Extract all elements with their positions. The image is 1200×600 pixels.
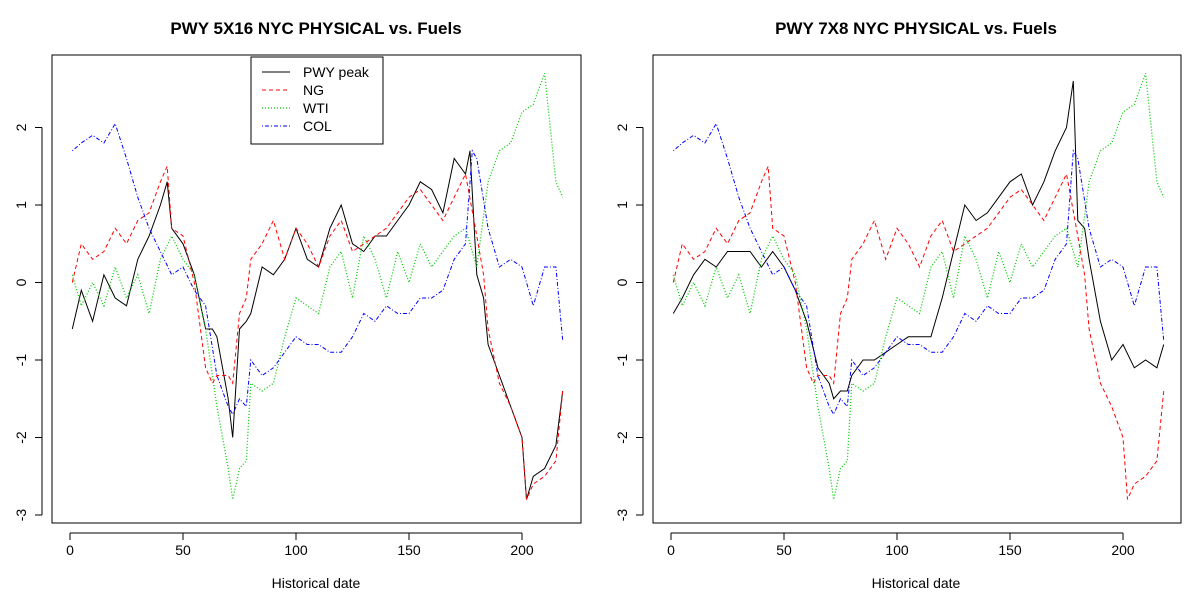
- plot-marks: 0 50 100 150 200 -3 -2 -1 0 1 2: [614, 73, 1165, 558]
- y-tick-label: -2: [13, 431, 29, 444]
- legend-label-ng: NG: [303, 82, 324, 98]
- y-tick-label: -3: [614, 509, 630, 522]
- x-axis-label: Historical date: [872, 575, 961, 591]
- series-line-ng: [71, 166, 564, 500]
- y-tick-label: 2: [13, 123, 29, 131]
- series-line-wti: [672, 73, 1165, 500]
- y-tick-label: 0: [13, 278, 29, 286]
- x-tick-label: 0: [66, 542, 74, 558]
- y-tick-label: 0: [614, 278, 630, 286]
- x-tick-label: 0: [667, 542, 675, 558]
- x-tick-label: 200: [510, 542, 534, 558]
- y-tick-label: 2: [614, 123, 630, 131]
- legend-label-wti: WTI: [303, 100, 329, 116]
- x-tick-label: 50: [175, 542, 191, 558]
- x-tick-label: 150: [397, 542, 421, 558]
- legend-label-pwy-peak: PWY peak: [303, 64, 370, 80]
- y-tick-label: 1: [614, 201, 630, 209]
- x-tick-label: 50: [776, 542, 792, 558]
- legend-label-col: COL: [303, 118, 332, 134]
- plot-frame: [652, 54, 1182, 524]
- series-line-ng: [672, 166, 1165, 500]
- x-axis-label: Historical date: [272, 575, 361, 591]
- x-tick-label: 150: [998, 542, 1022, 558]
- plot-marks: 0 50 100 150 200 -3 -2 -1 0 1 2: [13, 73, 564, 558]
- y-tick-label: -2: [614, 431, 630, 444]
- chart-panel-7x8: PWY 7X8 NYC PHYSICAL vs. Fuels Historica…: [614, 19, 1182, 591]
- legend: PWY peak NG WTI COL: [250, 56, 384, 145]
- y-tick-label: -3: [13, 509, 29, 522]
- series-line-col: [71, 122, 564, 416]
- x-tick-label: 100: [885, 542, 909, 558]
- x-tick-label: 100: [284, 542, 308, 558]
- y-tick-label: -1: [614, 354, 630, 367]
- series-line-col: [672, 122, 1165, 416]
- plot-frame: [51, 54, 582, 524]
- x-tick-label: 200: [1111, 542, 1135, 558]
- y-tick-label: -1: [13, 354, 29, 367]
- y-tick-label: 1: [13, 201, 29, 209]
- chart-title: PWY 5X16 NYC PHYSICAL vs. Fuels: [170, 19, 461, 38]
- series-line-pwy-peak: [71, 150, 564, 500]
- chart-title: PWY 7X8 NYC PHYSICAL vs. Fuels: [775, 19, 1057, 38]
- chart-panel-5x16: PWY 5X16 NYC PHYSICAL vs. Fuels Historic…: [13, 19, 582, 591]
- series-line-pwy-peak: [672, 80, 1165, 400]
